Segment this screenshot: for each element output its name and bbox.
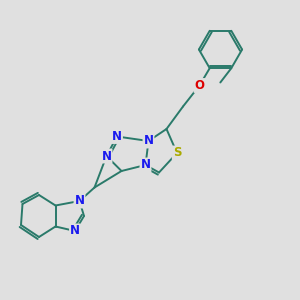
Text: N: N	[143, 134, 154, 148]
Text: S: S	[173, 146, 181, 160]
Text: N: N	[112, 130, 122, 143]
Text: N: N	[101, 149, 112, 163]
Text: N: N	[70, 224, 80, 238]
Text: N: N	[140, 158, 151, 172]
Text: N: N	[74, 194, 85, 208]
Text: O: O	[194, 79, 205, 92]
